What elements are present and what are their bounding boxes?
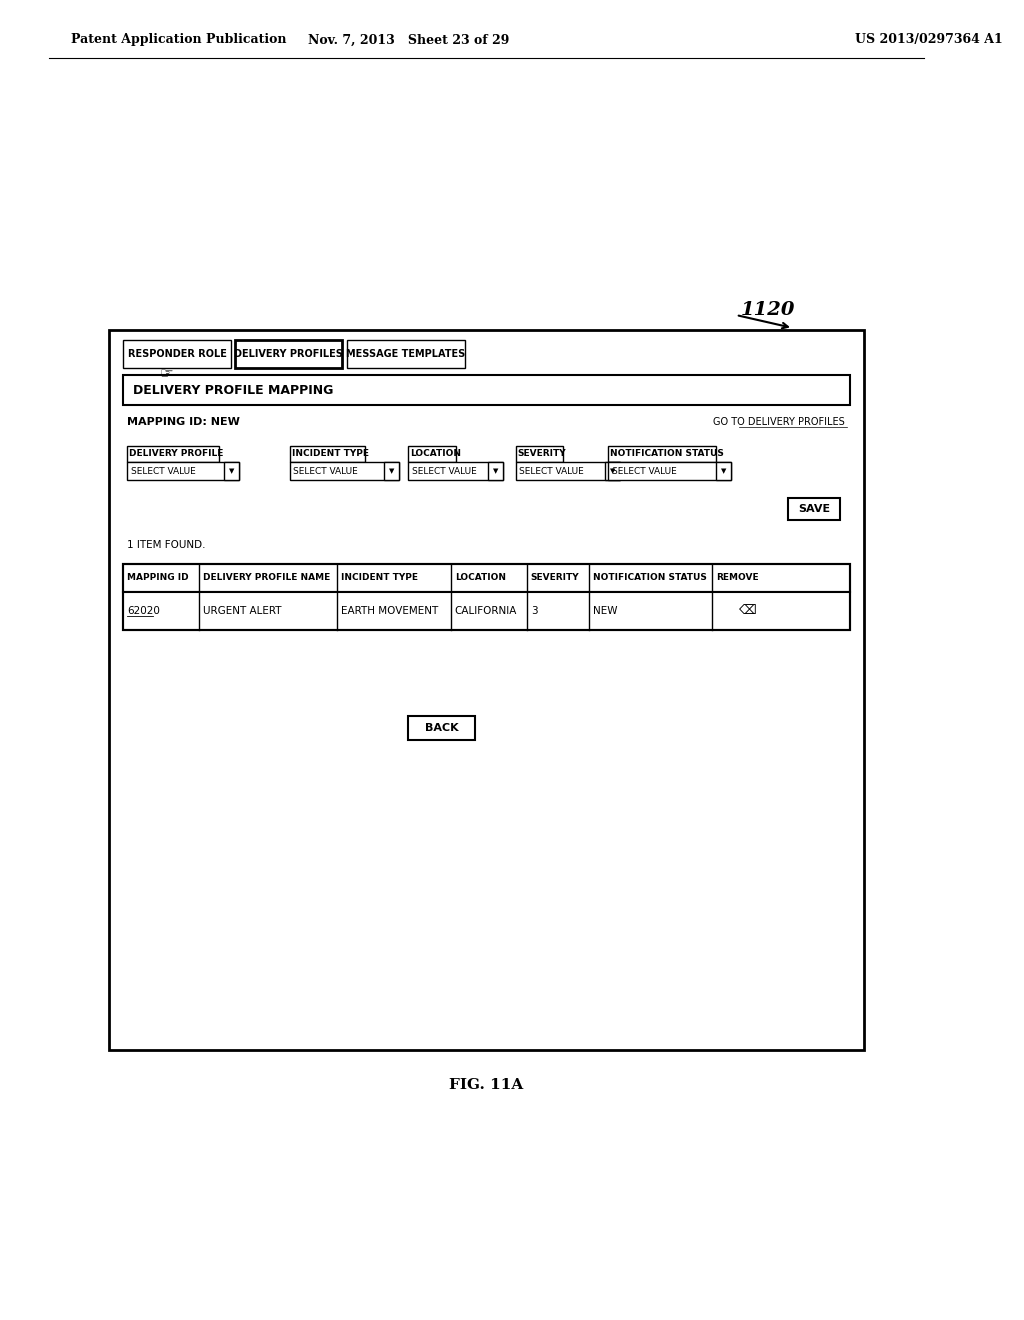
Text: GO TO DELIVERY PROFILES: GO TO DELIVERY PROFILES (714, 417, 845, 426)
Text: 3: 3 (530, 606, 538, 616)
Text: SELECT VALUE: SELECT VALUE (519, 466, 584, 475)
Bar (124, 564, 850, 591)
Text: DELIVERY PROFILES: DELIVERY PROFILES (234, 348, 343, 359)
Text: CALIFORNIA: CALIFORNIA (455, 606, 517, 616)
Text: MAPPING ID: NEW: MAPPING ID: NEW (127, 417, 240, 426)
Text: ▼: ▼ (493, 469, 499, 474)
Bar (110, 330, 864, 1049)
Text: NOTIFICATION STATUS: NOTIFICATION STATUS (609, 450, 724, 458)
Bar (290, 446, 365, 462)
Bar (127, 462, 240, 480)
Bar (124, 375, 850, 405)
Text: Nov. 7, 2013   Sheet 23 of 29: Nov. 7, 2013 Sheet 23 of 29 (307, 33, 509, 46)
Text: SELECT VALUE: SELECT VALUE (412, 466, 477, 475)
Text: FIG. 11A: FIG. 11A (450, 1078, 523, 1092)
Bar (290, 462, 398, 480)
Text: MESSAGE TEMPLATES: MESSAGE TEMPLATES (346, 348, 466, 359)
Bar (384, 462, 398, 480)
Text: 1 ITEM FOUND.: 1 ITEM FOUND. (127, 540, 206, 550)
Text: DELIVERY PROFILE NAME: DELIVERY PROFILE NAME (203, 573, 331, 582)
Text: 1120: 1120 (740, 301, 796, 319)
Text: ▼: ▼ (721, 469, 726, 474)
Text: DELIVERY PROFILE: DELIVERY PROFILE (129, 450, 223, 458)
Bar (488, 462, 503, 480)
Text: INCIDENT TYPE: INCIDENT TYPE (292, 450, 369, 458)
Text: SEVERITY: SEVERITY (517, 450, 566, 458)
Text: SEVERITY: SEVERITY (530, 573, 580, 582)
Text: INCIDENT TYPE: INCIDENT TYPE (341, 573, 418, 582)
Text: BACK: BACK (425, 723, 459, 733)
Text: SAVE: SAVE (798, 504, 830, 513)
Bar (607, 462, 731, 480)
Text: EARTH MOVEMENT: EARTH MOVEMENT (341, 606, 438, 616)
Text: SELECT VALUE: SELECT VALUE (131, 466, 196, 475)
Bar (409, 462, 503, 480)
Text: SELECT VALUE: SELECT VALUE (294, 466, 358, 475)
Bar (124, 341, 230, 368)
Bar (716, 462, 731, 480)
Text: REMOVE: REMOVE (716, 573, 759, 582)
Text: MAPPING ID: MAPPING ID (127, 573, 188, 582)
Bar (346, 341, 465, 368)
Text: Patent Application Publication: Patent Application Publication (72, 33, 287, 46)
Text: LOCATION: LOCATION (411, 450, 461, 458)
Text: NEW: NEW (593, 606, 617, 616)
Bar (236, 341, 342, 368)
Bar (516, 462, 621, 480)
Bar (124, 564, 850, 630)
Text: LOCATION: LOCATION (455, 573, 506, 582)
Text: RESPONDER ROLE: RESPONDER ROLE (128, 348, 226, 359)
Text: US 2013/0297364 A1: US 2013/0297364 A1 (855, 33, 1002, 46)
Text: ⌫: ⌫ (739, 605, 757, 618)
Bar (224, 462, 240, 480)
Text: ▼: ▼ (229, 469, 234, 474)
Text: NOTIFICATION STATUS: NOTIFICATION STATUS (593, 573, 707, 582)
Text: ▼: ▼ (388, 469, 394, 474)
Bar (605, 462, 621, 480)
Text: URGENT ALERT: URGENT ALERT (203, 606, 282, 616)
Bar (788, 498, 841, 520)
Text: DELIVERY PROFILE MAPPING: DELIVERY PROFILE MAPPING (133, 384, 334, 396)
Bar (516, 446, 563, 462)
Text: ▼: ▼ (609, 469, 615, 474)
Text: SELECT VALUE: SELECT VALUE (611, 466, 676, 475)
Bar (607, 446, 716, 462)
Bar (409, 715, 475, 741)
Text: ☞: ☞ (160, 367, 173, 381)
Bar (127, 446, 219, 462)
Text: 62020: 62020 (127, 606, 160, 616)
Bar (124, 591, 850, 630)
Bar (409, 446, 456, 462)
